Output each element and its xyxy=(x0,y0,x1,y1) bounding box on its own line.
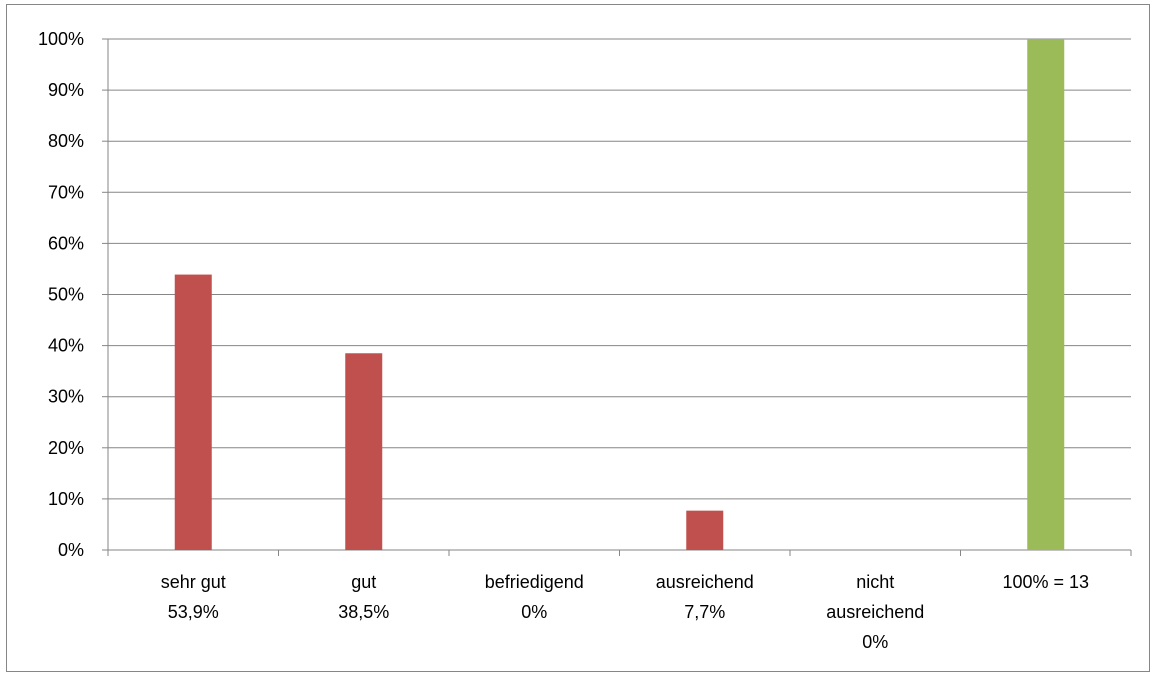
x-tick-label: ausreichend xyxy=(826,602,924,622)
x-tick-label: 0% xyxy=(521,602,547,622)
y-tick-label: 40% xyxy=(48,336,84,356)
bar xyxy=(345,353,383,550)
x-tick-label: 53,9% xyxy=(168,602,219,622)
bar xyxy=(686,510,724,550)
x-tick-label: 100% = 13 xyxy=(1002,572,1089,592)
x-tick-label: sehr gut xyxy=(161,572,226,592)
y-tick-label: 60% xyxy=(48,233,84,253)
x-tick-label: 7,7% xyxy=(684,602,725,622)
y-tick-label: 30% xyxy=(48,387,84,407)
x-tick-label: nicht xyxy=(856,572,894,592)
x-tick-label: ausreichend xyxy=(656,572,754,592)
y-tick-label: 100% xyxy=(38,29,84,49)
x-tick-label: gut xyxy=(351,572,376,592)
bar xyxy=(174,274,212,550)
y-tick-label: 20% xyxy=(48,438,84,458)
x-tick-label: 38,5% xyxy=(338,602,389,622)
y-tick-label: 90% xyxy=(48,80,84,100)
y-tick-label: 0% xyxy=(58,540,84,560)
x-tick-label: befriedigend xyxy=(485,572,584,592)
bar xyxy=(1027,39,1065,550)
y-tick-label: 70% xyxy=(48,182,84,202)
y-tick-label: 80% xyxy=(48,131,84,151)
x-tick-label: 0% xyxy=(862,632,888,652)
y-tick-label: 50% xyxy=(48,285,84,305)
y-tick-label: 10% xyxy=(48,489,84,509)
